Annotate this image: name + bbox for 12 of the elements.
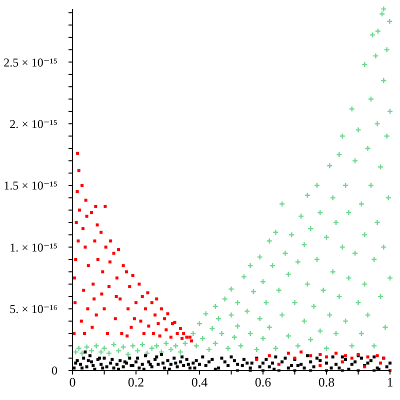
y-tick-label: 0 <box>52 364 58 378</box>
x-tick-label: 0.8 <box>318 374 335 390</box>
x-tick-label: 0.6 <box>254 374 272 390</box>
x-tick-label: 0 <box>69 374 76 390</box>
y-tick-label: 5. × 10⁻¹⁶ <box>10 302 58 316</box>
y-tick-label: 2. × 10⁻¹⁵ <box>10 116 58 131</box>
x-tick-label: 1 <box>386 374 394 390</box>
x-tick-label: 0.4 <box>191 374 208 390</box>
x-tick-label: 0.2 <box>128 374 144 390</box>
y-tick-label: 2.5 × 10⁻¹⁵ <box>4 55 58 70</box>
y-tick-label: 1.5 × 10⁻¹⁵ <box>4 178 58 193</box>
y-tick-label: 1. × 10⁻¹⁵ <box>10 240 58 254</box>
